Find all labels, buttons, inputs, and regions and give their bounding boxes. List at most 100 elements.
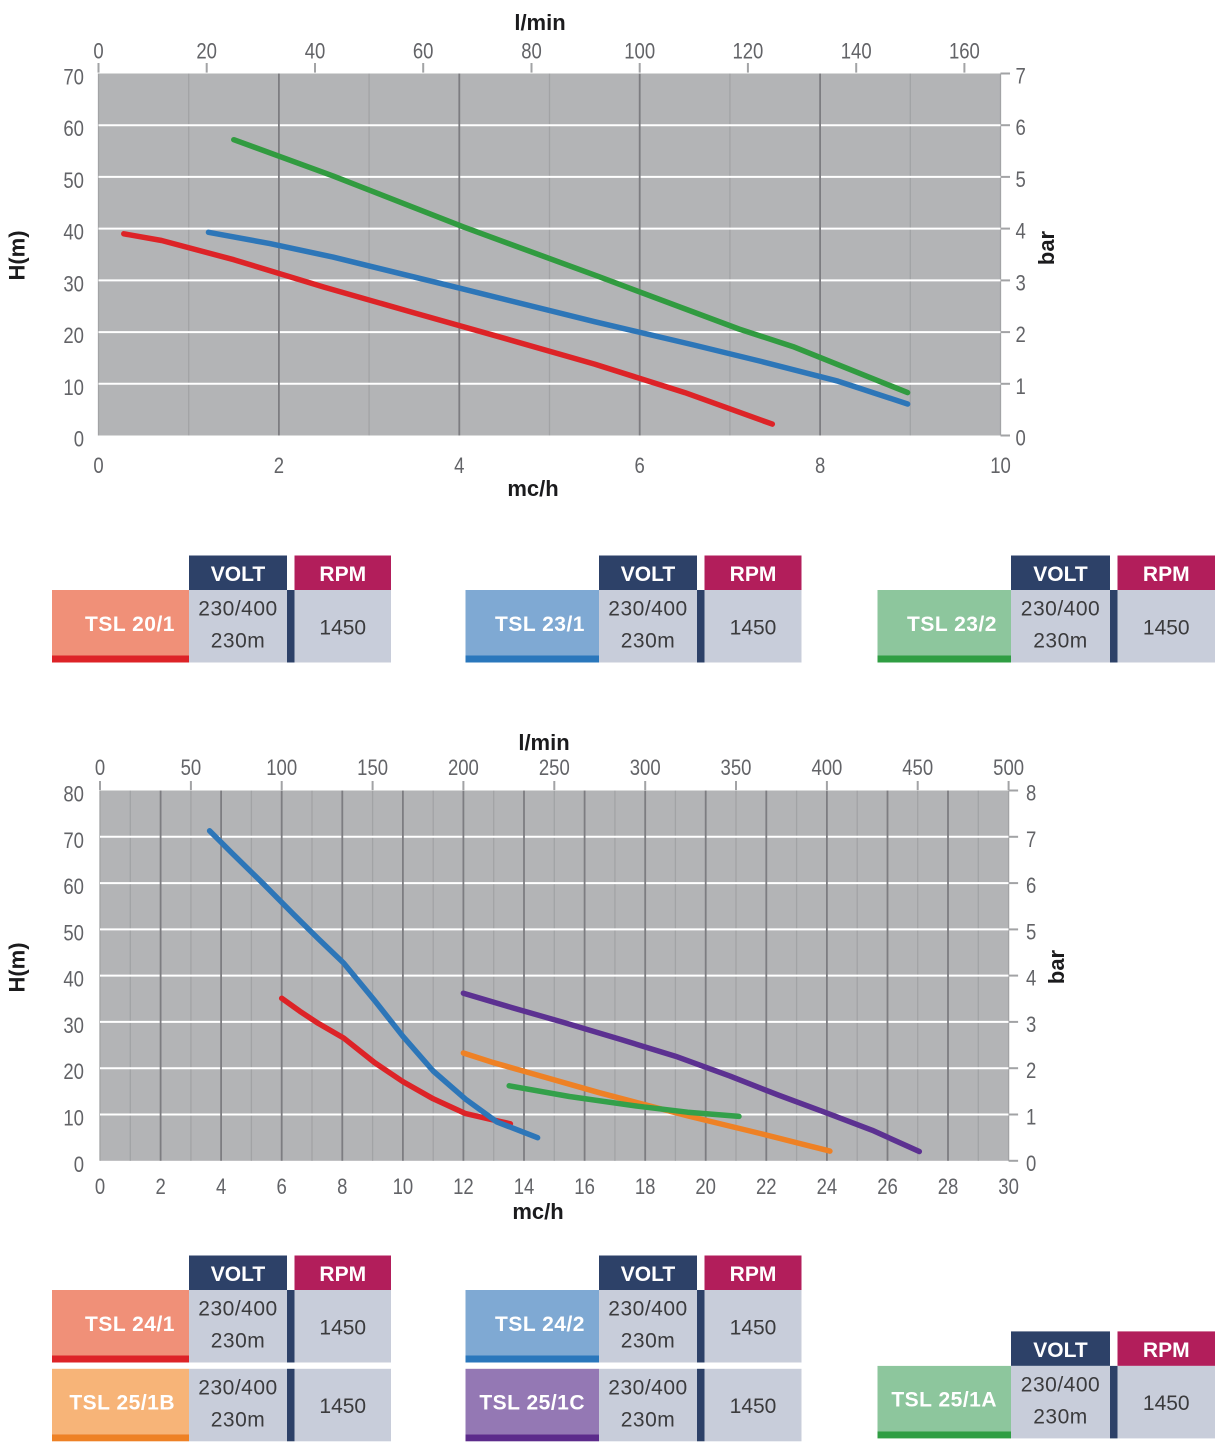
svg-text:3: 3 [1026, 1012, 1036, 1037]
svg-text:7: 7 [1016, 64, 1026, 89]
svg-text:8: 8 [815, 453, 825, 478]
svg-text:1: 1 [1026, 1105, 1036, 1130]
svg-text:2: 2 [1016, 322, 1026, 347]
svg-text:22: 22 [756, 1174, 777, 1199]
svg-text:100: 100 [266, 755, 297, 780]
svg-text:20: 20 [63, 1059, 84, 1084]
svg-text:160: 160 [949, 39, 980, 64]
svg-text:4: 4 [216, 1174, 226, 1199]
svg-text:10: 10 [63, 375, 84, 400]
svg-text:bar: bar [1034, 230, 1059, 265]
svg-text:230/400: 230/400 [1021, 598, 1100, 621]
svg-text:VOLT: VOLT [1033, 1339, 1088, 1362]
svg-text:20: 20 [695, 1174, 716, 1199]
svg-text:6: 6 [1016, 115, 1026, 140]
svg-text:H(m): H(m) [5, 942, 30, 992]
svg-text:0: 0 [1026, 1151, 1036, 1176]
svg-text:l/min: l/min [514, 10, 565, 35]
svg-text:30: 30 [63, 271, 84, 296]
svg-text:150: 150 [357, 755, 388, 780]
svg-text:50: 50 [63, 168, 84, 193]
svg-text:250: 250 [539, 755, 570, 780]
svg-text:10: 10 [63, 1106, 84, 1131]
svg-text:230/400: 230/400 [198, 598, 277, 621]
svg-text:70: 70 [63, 65, 84, 90]
svg-text:TSL 25/1A: TSL 25/1A [891, 1389, 997, 1412]
svg-text:50: 50 [63, 920, 84, 945]
svg-text:l/min: l/min [518, 730, 569, 755]
svg-text:120: 120 [732, 39, 763, 64]
svg-text:80: 80 [63, 782, 84, 807]
svg-text:VOLT: VOLT [211, 563, 266, 586]
svg-text:VOLT: VOLT [621, 563, 676, 586]
svg-text:0: 0 [93, 39, 103, 64]
svg-text:bar: bar [1044, 949, 1069, 984]
svg-text:230m: 230m [211, 1408, 266, 1431]
svg-text:4: 4 [454, 453, 464, 478]
svg-text:400: 400 [811, 755, 842, 780]
svg-text:230/400: 230/400 [608, 1376, 687, 1399]
svg-text:100: 100 [624, 39, 655, 64]
svg-text:300: 300 [630, 755, 661, 780]
svg-text:TSL 25/1C: TSL 25/1C [479, 1392, 585, 1415]
svg-text:TSL 23/2: TSL 23/2 [907, 613, 997, 636]
svg-text:1450: 1450 [319, 1395, 366, 1418]
svg-text:3: 3 [1016, 270, 1026, 295]
svg-text:0: 0 [95, 755, 105, 780]
svg-text:mc/h: mc/h [507, 476, 558, 501]
svg-text:2: 2 [274, 453, 284, 478]
svg-text:VOLT: VOLT [1033, 563, 1088, 586]
svg-text:50: 50 [181, 755, 202, 780]
svg-text:230/400: 230/400 [608, 1298, 687, 1321]
svg-text:18: 18 [635, 1174, 656, 1199]
svg-text:10: 10 [990, 453, 1011, 478]
svg-text:TSL 24/2: TSL 24/2 [495, 1313, 585, 1336]
svg-text:12: 12 [453, 1174, 474, 1199]
svg-text:1450: 1450 [1143, 1392, 1190, 1415]
svg-text:TSL 24/1: TSL 24/1 [85, 1313, 175, 1336]
svg-text:RPM: RPM [1143, 1339, 1190, 1362]
svg-text:0: 0 [93, 453, 103, 478]
svg-text:230/400: 230/400 [608, 598, 687, 621]
svg-text:140: 140 [841, 39, 872, 64]
svg-text:230/400: 230/400 [198, 1298, 277, 1321]
svg-text:30: 30 [63, 1013, 84, 1038]
svg-text:230m: 230m [1033, 1405, 1088, 1428]
svg-text:RPM: RPM [730, 1263, 777, 1286]
svg-text:16: 16 [574, 1174, 595, 1199]
svg-text:mc/h: mc/h [512, 1199, 563, 1224]
svg-text:1450: 1450 [730, 1316, 777, 1339]
svg-text:30: 30 [998, 1174, 1019, 1199]
svg-text:20: 20 [196, 39, 217, 64]
svg-text:70: 70 [63, 828, 84, 853]
svg-text:1450: 1450 [730, 1395, 777, 1418]
svg-text:230m: 230m [621, 630, 676, 653]
svg-text:8: 8 [1026, 781, 1036, 806]
svg-text:20: 20 [63, 323, 84, 348]
svg-text:60: 60 [63, 874, 84, 899]
svg-text:8: 8 [337, 1174, 347, 1199]
svg-text:40: 40 [63, 220, 84, 245]
svg-text:40: 40 [305, 39, 326, 64]
svg-text:80: 80 [521, 39, 542, 64]
svg-text:14: 14 [514, 1174, 535, 1199]
svg-text:230m: 230m [211, 630, 266, 653]
svg-text:230m: 230m [211, 1330, 266, 1353]
svg-text:VOLT: VOLT [621, 1263, 676, 1286]
svg-text:RPM: RPM [730, 563, 777, 586]
svg-text:1450: 1450 [730, 616, 777, 639]
svg-text:7: 7 [1026, 827, 1036, 852]
svg-text:230/400: 230/400 [1021, 1373, 1100, 1396]
svg-text:200: 200 [448, 755, 479, 780]
svg-text:60: 60 [63, 116, 84, 141]
svg-text:500: 500 [993, 755, 1024, 780]
svg-text:0: 0 [74, 427, 84, 452]
svg-text:2: 2 [155, 1174, 165, 1199]
svg-text:1450: 1450 [1143, 616, 1190, 639]
svg-text:28: 28 [938, 1174, 959, 1199]
svg-text:10: 10 [393, 1174, 414, 1199]
svg-text:1450: 1450 [319, 1316, 366, 1339]
svg-text:VOLT: VOLT [211, 1263, 266, 1286]
svg-text:RPM: RPM [319, 563, 366, 586]
svg-text:230/400: 230/400 [198, 1376, 277, 1399]
